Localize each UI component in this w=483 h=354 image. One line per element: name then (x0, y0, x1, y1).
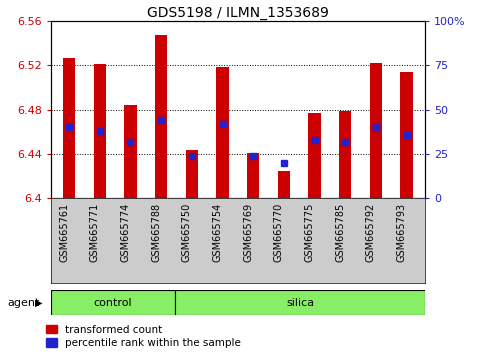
Text: GSM665771: GSM665771 (90, 202, 100, 262)
Bar (339, 111, 352, 198)
Text: GSM665769: GSM665769 (243, 202, 253, 262)
Bar (175, 290, 425, 315)
Text: GSM665775: GSM665775 (305, 202, 314, 262)
Bar (309, 113, 321, 198)
Bar (186, 149, 198, 198)
Text: GSM665793: GSM665793 (397, 202, 407, 262)
Bar (94, 64, 106, 198)
Title: GDS5198 / ILMN_1353689: GDS5198 / ILMN_1353689 (147, 6, 329, 20)
Text: GSM665750: GSM665750 (182, 202, 192, 262)
Text: GSM665770: GSM665770 (274, 202, 284, 262)
Bar (247, 153, 259, 198)
Text: GSM665754: GSM665754 (213, 202, 223, 262)
Text: GSM665792: GSM665792 (366, 202, 376, 262)
Bar (216, 67, 228, 198)
Bar (124, 105, 137, 198)
Text: agent: agent (7, 298, 40, 308)
Text: ▶: ▶ (35, 298, 43, 308)
Text: GSM665761: GSM665761 (59, 202, 69, 262)
Text: control: control (94, 298, 132, 308)
Bar (51, 290, 175, 315)
Text: GSM665785: GSM665785 (335, 202, 345, 262)
Bar (155, 34, 167, 198)
Text: silica: silica (286, 298, 314, 308)
Bar (370, 63, 382, 198)
Text: GSM665788: GSM665788 (151, 202, 161, 262)
Legend: transformed count, percentile rank within the sample: transformed count, percentile rank withi… (46, 325, 241, 348)
Bar (400, 72, 413, 198)
Bar (63, 58, 75, 198)
Bar (278, 171, 290, 198)
Text: GSM665774: GSM665774 (120, 202, 130, 262)
